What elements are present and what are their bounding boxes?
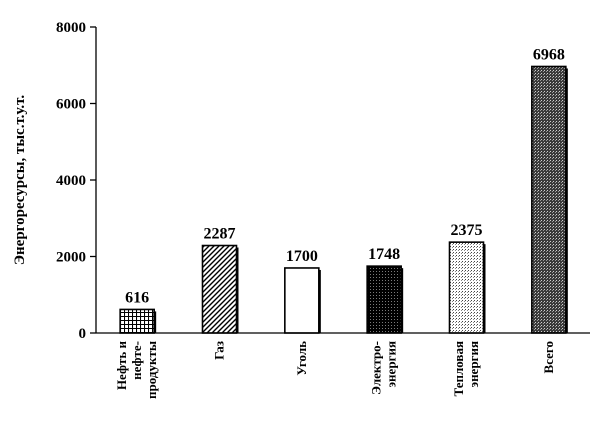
x-tick-label: Тепловая <box>451 341 466 396</box>
x-tick-label: Нефть и <box>114 341 129 391</box>
y-tick-label: 0 <box>79 326 87 342</box>
data-label: 2375 <box>451 222 483 239</box>
bars-group: 616 2287 1700 1748 2375 6968 <box>119 46 568 334</box>
y-tick-label: 8000 <box>56 20 86 36</box>
data-label: 2287 <box>204 226 236 243</box>
bar-5 <box>531 65 567 334</box>
x-tick-label: энергия <box>384 341 399 388</box>
x-tick-label: Электро- <box>369 341 384 395</box>
x-axis: Нефть и нефте-продукты Газ Уголь Электро-эне… <box>96 332 590 399</box>
bar-0 <box>119 308 155 334</box>
x-tick-label: энергия <box>466 341 481 388</box>
data-label: 1700 <box>286 248 318 265</box>
x-tick-label: нефте- <box>129 341 144 380</box>
bar-1 <box>201 244 238 334</box>
x-tick-label: Уголь <box>294 341 309 376</box>
bar-4 <box>448 241 485 334</box>
data-label: 1748 <box>368 246 400 263</box>
y-tick-label: 6000 <box>56 97 86 113</box>
y-axis-title: Энергоресурсы, тыс.т.у.т. <box>12 95 28 266</box>
data-label: 6968 <box>533 46 565 63</box>
y-tick-label: 2000 <box>56 250 86 266</box>
x-tick-label: продукты <box>144 341 159 399</box>
x-tick-label: Всего <box>541 341 556 373</box>
bar-3 <box>366 265 402 334</box>
data-label: 616 <box>125 289 149 306</box>
y-axis: 0 2000 4000 6000 8000 <box>56 20 97 342</box>
y-tick-label: 4000 <box>56 173 86 189</box>
bar-2 <box>284 267 320 334</box>
x-tick-label: Газ <box>212 341 227 360</box>
